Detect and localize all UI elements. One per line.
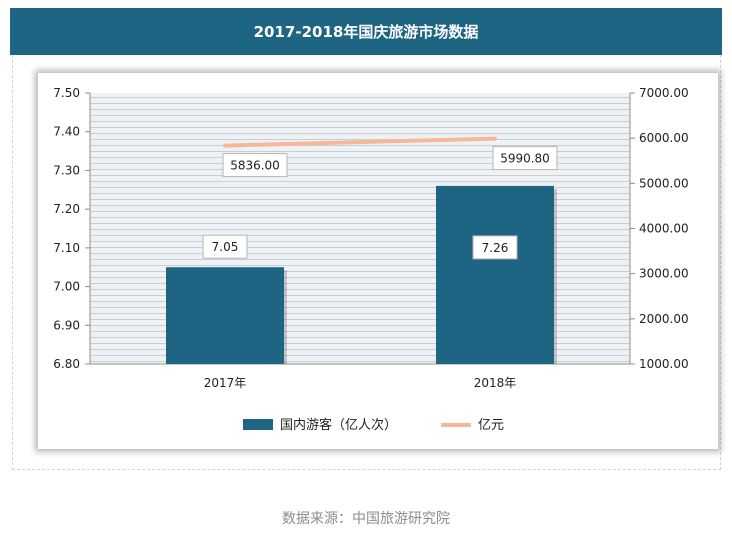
y-right-tick-label: 3000.00 [639, 267, 689, 281]
y-left-tick-label: 6.90 [53, 318, 80, 332]
bar-data-label: 7.26 [482, 241, 509, 255]
line-data-label: 5990.80 [500, 152, 550, 166]
data-source-note: 数据来源：中国旅游研究院 [282, 511, 450, 527]
legend-label-line: 亿元 [478, 418, 504, 433]
legend-label-bar: 国内游客（亿人次） [280, 417, 397, 433]
chart-title-bar: 2017-2018年国庆旅游市场数据 [10, 8, 722, 55]
line-data-label-box [492, 146, 558, 171]
y-left-tick-label: 7.40 [53, 125, 80, 139]
bar-data-label-box [472, 235, 518, 260]
y-left-tick-label: 7.20 [53, 202, 80, 216]
bar-data-label-box [202, 234, 248, 259]
y-left-tick-label: 7.00 [53, 280, 80, 294]
y-right-tick-label: 2000.00 [639, 312, 689, 326]
legend-swatch-bar [243, 419, 273, 430]
line-series [223, 136, 497, 148]
chart-title: 2017-2018年国庆旅游市场数据 [253, 23, 479, 41]
y-left-tick-label: 7.50 [53, 86, 80, 100]
x-tick-label: 2017年 [204, 376, 247, 390]
y-left-tick-label: 7.10 [53, 241, 80, 255]
y-right-tick-label: 7000.00 [639, 86, 689, 100]
y-right-tick-label: 5000.00 [639, 176, 689, 190]
y-right-tick-label: 6000.00 [639, 131, 689, 145]
line-data-label: 5836.00 [230, 159, 280, 173]
bar [436, 185, 554, 364]
y-right-tick-label: 4000.00 [639, 222, 689, 236]
y-right-tick-label: 1000.00 [639, 357, 689, 371]
y-left-tick-label: 6.80 [53, 357, 80, 371]
x-tick-label: 2018年 [474, 376, 517, 390]
bar-data-label: 7.05 [212, 240, 239, 254]
bar [166, 267, 284, 364]
y-left-tick-label: 7.30 [53, 163, 80, 177]
chart-canvas: 6.80 6.90 7.00 7.10 7.20 7.30 7.40 7.50 1000.00 2… [53, 86, 689, 433]
line-data-label-box [222, 153, 288, 178]
